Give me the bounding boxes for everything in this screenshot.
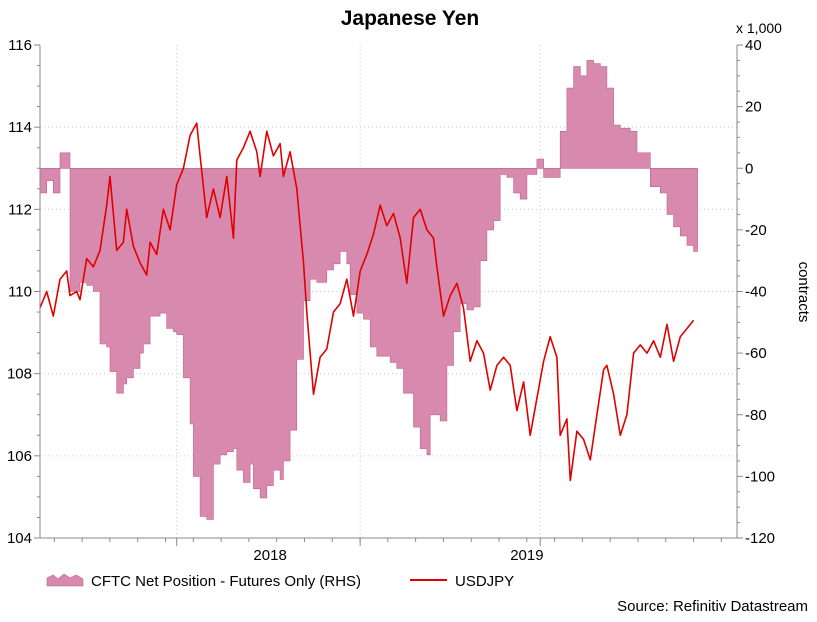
legend-usdjpy-label: USDJPY: [455, 573, 514, 590]
left-tick-label: 110: [8, 284, 32, 301]
source-note: Source: Refinitiv Datastream: [617, 598, 808, 615]
right-tick-label: -60: [745, 345, 767, 362]
legend-cftc-label: CFTC Net Position - Futures Only (RHS): [91, 573, 361, 590]
left-axis-ticks: 104 106 108 110 112 114 116: [7, 37, 40, 547]
right-tick-label: -120: [745, 530, 775, 547]
right-axis-label: contracts: [795, 262, 812, 323]
left-tick-label: 114: [8, 119, 32, 136]
cftc-area: [39, 60, 698, 520]
x-axis-ticks: 2018 2019: [53, 538, 722, 564]
right-tick-label: -20: [745, 222, 767, 239]
right-tick-label: -100: [745, 468, 775, 485]
right-axis-unit: x 1,000: [736, 20, 782, 36]
cftc-area-series: [39, 60, 698, 520]
right-tick-label: 0: [745, 160, 753, 177]
left-tick-label: 108: [7, 366, 32, 383]
left-tick-label: 112: [8, 201, 32, 218]
legend-area-shape: [46, 573, 84, 587]
right-tick-label: 40: [745, 37, 762, 54]
left-tick-label: 106: [7, 448, 32, 465]
left-tick-label: 104: [7, 530, 32, 547]
right-tick-label: -80: [745, 407, 767, 424]
right-tick-label: 20: [745, 99, 762, 116]
left-tick-label: 116: [8, 37, 32, 54]
right-axis-ticks: 40 20 0 -20 -40 -60 -80 -100 -120: [737, 37, 775, 547]
x-tick-label: 2019: [510, 547, 543, 564]
chart-title: Japanese Yen: [341, 7, 480, 30]
right-tick-label: -40: [745, 284, 767, 301]
legend: CFTC Net Position - Futures Only (RHS) U…: [46, 573, 514, 590]
x-tick-label: 2018: [253, 547, 286, 564]
legend-area-swatch: [46, 573, 84, 587]
usdjpy-line-series: [39, 122, 695, 482]
usdjpy-line: [39, 122, 695, 482]
